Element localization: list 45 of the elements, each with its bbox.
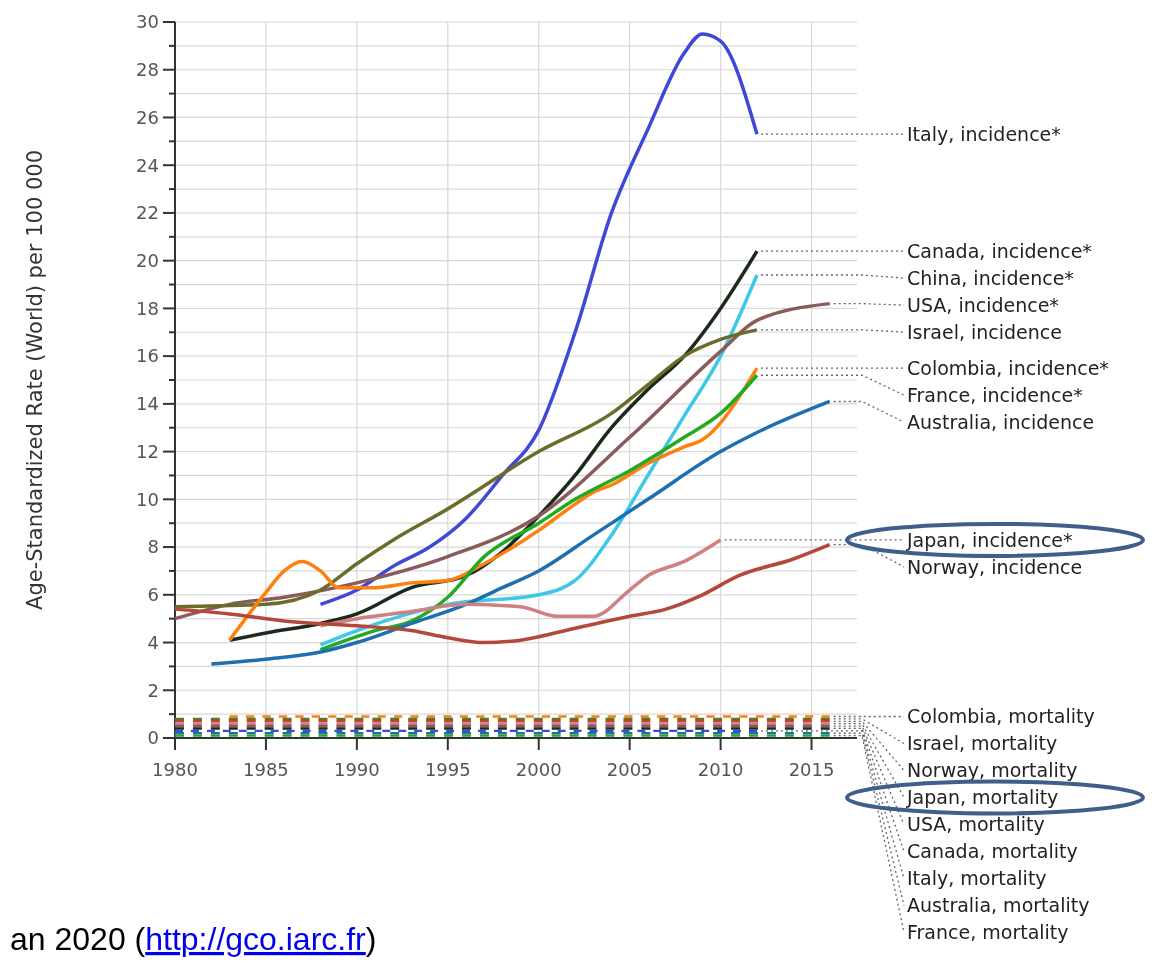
- y-tick-label: 26: [136, 106, 159, 128]
- y-tick-label: 2: [147, 679, 159, 701]
- text: Israel, mortality: [907, 732, 1058, 755]
- y-tick-label: 20: [136, 249, 159, 271]
- text: Italy, mortality: [907, 867, 1047, 890]
- y-tick-label: 14: [136, 393, 159, 415]
- x-tick-label: 1995: [424, 759, 471, 780]
- y-tick-label: 16: [136, 345, 159, 367]
- y-tick-label: 4: [147, 631, 159, 653]
- y-tick-label: 0: [147, 727, 159, 749]
- y-tick-label: 12: [136, 440, 159, 462]
- text: Colombia, mortality: [907, 705, 1095, 728]
- y-tick-label: 18: [136, 297, 159, 319]
- y-tick-label: 28: [136, 59, 159, 81]
- text: Colombia, incidence*: [907, 356, 1109, 379]
- text: Japan, mortality: [906, 786, 1059, 809]
- y-axis-title: Age-Standardized Rate (World) per 100 000: [23, 150, 47, 610]
- text: Norway, incidence: [907, 555, 1083, 578]
- text: USA, incidence*: [907, 293, 1059, 316]
- x-tick-label: 2005: [606, 759, 653, 780]
- text: Canada, incidence*: [907, 239, 1092, 262]
- x-tick-label: 1985: [243, 759, 289, 780]
- text: Norway, mortality: [907, 759, 1078, 782]
- y-tick-label: 24: [136, 154, 159, 176]
- x-tick-label: 2010: [697, 759, 744, 780]
- y-tick-label: 10: [136, 488, 159, 510]
- text: China, incidence*: [907, 266, 1074, 289]
- y-tick-label: 8: [147, 536, 159, 558]
- x-tick-label: 2000: [515, 759, 562, 780]
- text: Australia, incidence: [907, 410, 1095, 433]
- x-tick-label: 1980: [152, 759, 198, 780]
- text: Italy, incidence*: [907, 122, 1061, 145]
- text: an 2020 (http://gco.iarc.fr): [10, 921, 377, 957]
- x-tick-label: 1990: [333, 759, 380, 780]
- text: France, incidence*: [907, 383, 1083, 406]
- text: Japan, incidence*: [906, 528, 1073, 551]
- x-tick-label: 2015: [788, 759, 835, 780]
- text: Canada, mortality: [907, 840, 1078, 863]
- text: France, mortality: [907, 921, 1069, 944]
- text: Australia, mortality: [907, 894, 1090, 917]
- y-tick-label: 22: [136, 202, 159, 224]
- text: USA, mortality: [907, 813, 1045, 836]
- y-tick-label: 6: [147, 584, 159, 606]
- text: Israel, incidence: [907, 320, 1062, 343]
- y-tick-label: 30: [136, 11, 159, 33]
